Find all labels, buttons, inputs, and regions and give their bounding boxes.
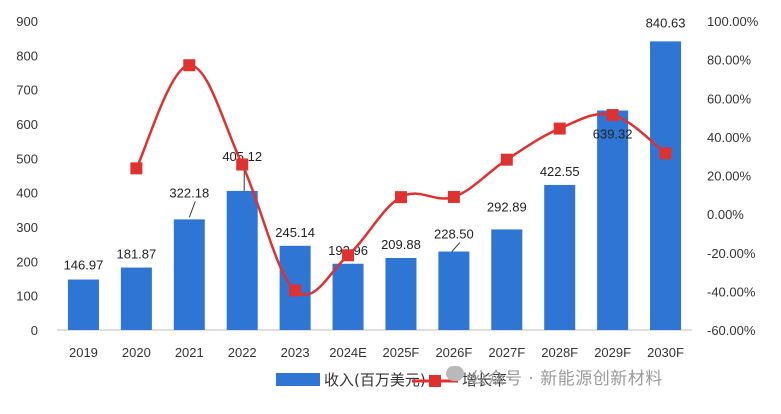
x-tick-label: 2024E [329,345,367,360]
legend-bar-swatch [276,373,320,386]
bar [597,110,629,331]
right-axis: -60.00% -40.00% -20.00% 0.00% 20.00% 40.00% 60… [707,14,759,338]
bar-data-label: 292.89 [487,199,527,214]
bar-data-label: 405.12 [222,149,262,164]
bar-data-label: 228.50 [434,227,474,242]
growth-marker [183,59,196,72]
bar [173,219,205,330]
right-tick-label: 40.00% [707,130,752,145]
left-tick-label: 700 [16,83,38,98]
left-tick-label: 300 [16,220,38,235]
growth-marker [500,153,513,166]
right-tick-label: 60.00% [707,91,752,106]
bar-label-leader [451,242,461,252]
bar-data-label: 639.32 [593,127,633,142]
bar [120,267,152,330]
growth-marker [394,191,407,204]
left-tick-label: 600 [16,117,38,132]
bar-data-label: 146.97 [64,258,104,273]
bar-data-label: 422.55 [540,164,580,179]
bar-data-label: 181.87 [116,247,156,262]
right-tick-label: 80.00% [707,53,752,68]
x-tick-label: 2028F [541,345,578,360]
x-tick-label: 2025F [383,345,420,360]
growth-marker [659,147,672,160]
left-tick-label: 400 [16,186,38,201]
bar [67,279,99,330]
left-tick-label: 900 [16,14,38,29]
legend-line-label: 增长率 [462,371,507,389]
right-tick-label: -20.00% [707,246,756,261]
bar-label-leader [188,201,196,218]
x-tick-label: 2022 [228,345,257,360]
right-tick-label: 100.00% [707,14,759,29]
left-tick-label: 200 [16,254,38,269]
growth-marker [130,162,143,175]
right-tick-label: 0.00% [707,207,744,222]
bar [650,41,682,331]
bar [544,184,576,330]
x-tick-label: 2030F [647,345,684,360]
bar-data-label: 245.14 [275,225,315,240]
growth-marker [553,122,566,135]
x-tick-label: 2026F [435,345,472,360]
bar-series [67,41,682,331]
growth-marker [606,109,619,122]
x-tick-label: 2027F [488,345,525,360]
wechat-icon [446,366,464,381]
bar [438,251,470,330]
right-tick-label: 20.00% [707,169,752,184]
growth-marker [447,190,460,203]
left-tick-label: 100 [16,289,38,304]
x-axis: 2019 2020 2021 2022 2023 2024E 2025F 2026F 2027F… [69,345,684,360]
bar [385,257,417,330]
growth-marker [289,284,302,297]
bar [491,229,523,330]
legend: 收入(百万美元) 增长率 [276,371,507,389]
growth-marker [342,249,355,262]
left-tick-label: 500 [16,151,38,166]
bar-data-labels: 146.97181.87322.18405.12245.14192.96209.… [64,15,686,272]
x-tick-label: 2021 [175,345,204,360]
legend-bar-label: 收入(百万美元) [324,371,426,389]
growth-line-series [130,59,672,297]
bar [332,263,364,330]
growth-marker [236,158,249,171]
x-tick-label: 2019 [69,345,98,360]
bar-data-label: 840.63 [646,15,686,30]
bar-data-label: 209.88 [381,237,421,252]
bar-data-label: 322.18 [169,185,209,200]
right-tick-label: -40.00% [707,284,756,299]
legend-line-marker [429,375,441,387]
watermark: 公众号 · 新能源创新材料 [470,369,663,389]
x-tick-label: 2020 [122,345,151,360]
bar [226,190,258,330]
left-tick-label: 800 [16,48,38,63]
left-tick-label: 0 [31,323,38,338]
x-tick-label: 2029F [594,345,631,360]
right-tick-label: -60.00% [707,323,756,338]
x-tick-label: 2023 [281,345,310,360]
left-axis: 0 100 200 300 400 500 600 700 800 900 [16,14,38,338]
